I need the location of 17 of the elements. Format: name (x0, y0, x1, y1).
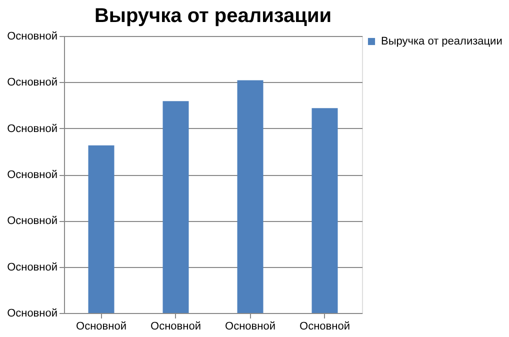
bar (88, 145, 114, 313)
text: Основной (7, 215, 58, 228)
x-tick-label: Основной (225, 320, 276, 332)
bar (237, 80, 264, 313)
bar (162, 101, 189, 313)
text: Основной (7, 76, 58, 89)
text: Основной (7, 308, 58, 320)
chart-title: Выручка от реализации (94, 5, 332, 27)
text: Основной (7, 30, 58, 42)
text: Основной (7, 169, 58, 181)
text: Основной (7, 122, 58, 135)
x-tick-label: Основной (300, 320, 350, 332)
x-tick-label: Основной (76, 320, 126, 332)
x-tick-label: Основной (150, 320, 201, 332)
legend-label: Выручка от реализации (381, 36, 502, 48)
bar (312, 108, 338, 313)
text: Основной (7, 261, 58, 274)
